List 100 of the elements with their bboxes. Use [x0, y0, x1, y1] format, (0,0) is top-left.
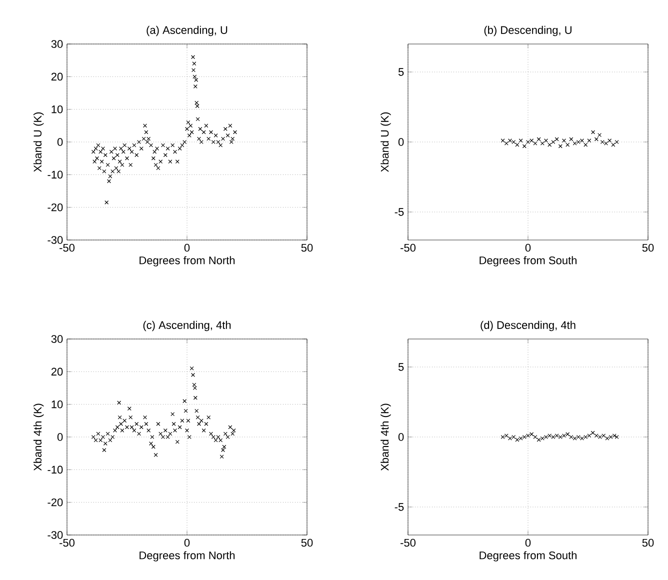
point — [611, 142, 616, 147]
x-tick-label: 50 — [642, 538, 654, 547]
point — [504, 434, 508, 438]
point — [518, 138, 523, 143]
point — [536, 438, 541, 442]
y-tick-label: 0 — [398, 433, 404, 441]
y-tick-label: -30 — [48, 236, 63, 244]
y-tick-label: -30 — [48, 531, 63, 539]
x-tick-label: 0 — [184, 244, 190, 252]
point — [569, 137, 574, 142]
point — [540, 141, 544, 146]
x-tick-label: -50 — [60, 244, 75, 252]
point — [614, 140, 619, 144]
chart-title: (c) Ascending, 4th — [143, 320, 231, 332]
x-tick-label: 0 — [184, 538, 190, 547]
x-tick-label: 50 — [301, 538, 313, 547]
point — [558, 144, 562, 148]
point — [533, 435, 538, 439]
point — [602, 434, 606, 438]
y-tick-label: 0 — [57, 138, 63, 146]
y-axis-title: Xband U (K) — [33, 112, 44, 172]
point — [500, 138, 505, 143]
y-tick-label: 30 — [51, 40, 63, 48]
point — [548, 142, 552, 147]
point — [515, 142, 520, 147]
point — [591, 130, 596, 134]
point — [572, 436, 577, 440]
point — [580, 138, 584, 143]
y-tick-label: -20 — [48, 498, 63, 506]
point — [544, 138, 548, 143]
point — [533, 141, 538, 146]
point — [600, 140, 604, 144]
point — [594, 434, 598, 438]
y-tick-label: 10 — [52, 400, 63, 408]
y-axis-title: Xband 4th (K) — [380, 404, 391, 471]
point — [554, 137, 559, 142]
chart-title: (b) Descending, U — [484, 26, 572, 36]
point — [530, 432, 534, 436]
point — [515, 438, 520, 442]
y-tick-label: 20 — [51, 368, 63, 376]
point — [540, 436, 544, 440]
point — [522, 435, 526, 439]
x-tick-label: 50 — [301, 244, 313, 252]
point — [584, 142, 588, 147]
point — [551, 140, 556, 144]
y-tick-label: 0 — [57, 433, 63, 441]
chart-title: (d) Descending, 4th — [480, 320, 576, 332]
point — [584, 435, 588, 439]
point — [576, 140, 580, 144]
point — [604, 141, 608, 146]
point — [608, 435, 613, 439]
point — [508, 138, 512, 143]
y-tick-label: 20 — [51, 72, 63, 81]
point — [558, 435, 562, 439]
point — [590, 430, 595, 435]
y-tick-label: -5 — [394, 503, 404, 511]
point — [526, 434, 530, 438]
point — [572, 141, 577, 146]
point — [562, 138, 566, 143]
y-tick-label: 10 — [52, 105, 63, 114]
x-tick-label: 0 — [525, 538, 531, 547]
y-tick-label: 5 — [398, 68, 404, 76]
point — [587, 434, 592, 438]
point — [562, 434, 566, 438]
point — [554, 434, 559, 438]
point — [508, 436, 512, 440]
y-axis-title: Xband U (K) — [380, 112, 391, 172]
y-tick-label: -5 — [394, 208, 404, 216]
y-tick-label: -10 — [48, 466, 63, 474]
y-tick-label: 5 — [398, 363, 404, 371]
point — [598, 132, 602, 137]
y-axis-title: Xband 4th (K) — [33, 404, 44, 471]
point — [612, 434, 616, 438]
point — [614, 435, 619, 439]
x-tick-label: -50 — [400, 244, 416, 252]
point — [605, 436, 610, 440]
point — [598, 435, 602, 439]
point — [512, 435, 516, 439]
point — [576, 435, 580, 439]
point — [504, 141, 508, 146]
x-tick-label: 0 — [525, 244, 531, 252]
point — [500, 435, 505, 439]
x-axis-title: Degrees from North — [140, 256, 235, 266]
x-tick-label: -50 — [400, 538, 416, 547]
y-tick-label: -10 — [48, 170, 63, 179]
point — [594, 137, 598, 142]
x-axis-title: Degrees from South — [480, 551, 576, 562]
point — [551, 435, 556, 439]
chart-title: (a) Ascending, U — [146, 26, 228, 36]
point — [548, 434, 552, 438]
point — [566, 432, 570, 436]
point — [526, 140, 530, 144]
x-tick-label: -50 — [60, 538, 75, 547]
point — [512, 140, 516, 144]
point — [544, 435, 548, 439]
point — [580, 436, 584, 440]
x-tick-label: 50 — [642, 244, 654, 252]
y-tick-label: 30 — [51, 335, 63, 343]
point — [587, 138, 592, 143]
y-tick-label: 0 — [398, 138, 404, 146]
